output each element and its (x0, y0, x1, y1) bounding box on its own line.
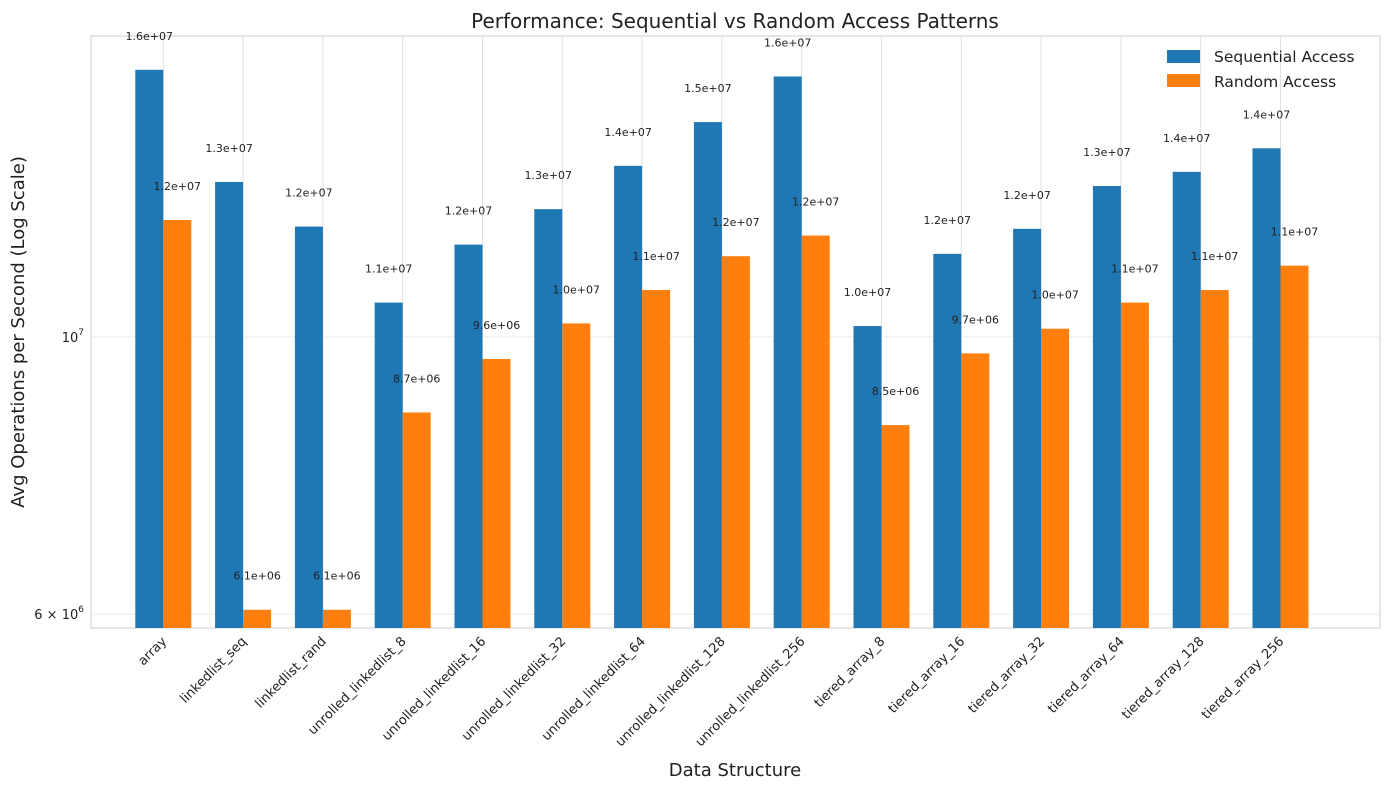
bar-sequential-array (135, 69, 164, 628)
chart-title: Performance: Sequential vs Random Access… (471, 9, 999, 33)
bar-random-unrolled_linkedlist_32 (562, 323, 591, 628)
x-tick-label: tiered_array_32 (965, 634, 1047, 716)
y-tick-labels: 6 × 106 107 (34, 328, 84, 623)
bar-sequential-tiered_array_128 (1172, 171, 1201, 628)
bar-random-linkedlist_seq (243, 609, 272, 628)
bar-value-label: 1.2e+07 (154, 180, 201, 193)
y-tick-label: 107 (62, 328, 84, 346)
bar-random-unrolled_linkedlist_128 (721, 256, 750, 628)
bar-value-label: 1.4e+07 (1163, 132, 1210, 145)
x-tick-label: tiered_array_64 (1045, 634, 1127, 716)
bar-random-tiered_array_64 (1120, 302, 1149, 628)
bar-sequential-unrolled_linkedlist_32 (534, 209, 563, 629)
bar-random-tiered_array_32 (1041, 328, 1070, 628)
bar-value-label: 1.5e+07 (684, 82, 731, 95)
bar-random-unrolled_linkedlist_64 (642, 290, 671, 628)
bar-value-label: 1.0e+07 (1031, 289, 1078, 302)
x-tick-label: tiered_array_256 (1199, 634, 1287, 722)
bar-value-label: 1.3e+07 (1083, 146, 1130, 159)
bar-value-label: 1.2e+07 (712, 216, 759, 229)
bar-value-label: 1.1e+07 (1191, 250, 1238, 263)
bar-sequential-tiered_array_32 (1013, 228, 1042, 628)
bar-value-labels: 1.6e+07 1.3e+07 1.2e+07 1.1e+07 1.2e+07 1.3e+… (126, 30, 1319, 583)
bar-value-label: 6.1e+06 (313, 570, 360, 583)
bar-value-label: 1.2e+07 (1003, 189, 1050, 202)
bar-value-label: 1.4e+07 (604, 126, 651, 139)
bar-value-label: 1.2e+07 (924, 214, 971, 227)
y-tick-exponent: 7 (78, 328, 84, 338)
bar-value-label: 1.6e+07 (764, 36, 811, 49)
bar-random-unrolled_linkedlist_16 (482, 358, 511, 628)
bar-sequential-tiered_array_64 (1092, 186, 1121, 628)
legend-label-sequential: Sequential Access (1214, 48, 1355, 66)
x-tick-label: tiered_array_16 (886, 634, 968, 716)
bar-value-label: 1.3e+07 (205, 142, 252, 155)
x-tick-label: tiered_array_8 (812, 634, 889, 711)
bar-sequential-tiered_array_8 (853, 326, 882, 628)
y-tick-label: 6 × 106 (34, 605, 84, 623)
y-tick-base: 10 (62, 331, 79, 346)
bar-sequential-unrolled_linkedlist_8 (374, 302, 403, 628)
bar-value-label: 8.7e+06 (393, 372, 440, 385)
x-tick-label: array (135, 634, 170, 669)
bar-value-label: 8.5e+06 (872, 385, 919, 398)
bar-value-label: 1.1e+07 (365, 263, 412, 276)
bar-sequential-linkedlist_seq (215, 181, 244, 629)
bar-value-label: 1.3e+07 (525, 169, 572, 182)
bar-random-tiered_array_8 (881, 425, 910, 628)
bar-random-tiered_array_16 (961, 353, 990, 628)
bar-sequential-unrolled_linkedlist_16 (454, 244, 483, 628)
bar-random-tiered_array_128 (1200, 290, 1229, 628)
bar-value-label: 9.6e+06 (473, 319, 520, 332)
bar-value-label: 1.1e+07 (1271, 226, 1318, 239)
y-tick-exponent: 6 (78, 605, 84, 615)
bar-sequential-unrolled_linkedlist_128 (693, 122, 722, 628)
y-axis-label: Avg Operations per Second (Log Scale) (8, 156, 29, 508)
bar-random-array (163, 219, 192, 628)
x-axis-label: Data Structure (669, 760, 801, 781)
bar-sequential-tiered_array_16 (933, 253, 962, 628)
x-tick-label: linkedlist_seq (178, 634, 250, 706)
bar-value-label: 1.2e+07 (445, 205, 492, 218)
bar-value-label: 1.6e+07 (126, 30, 173, 43)
bar-value-label: 1.0e+07 (844, 286, 891, 299)
x-tick-label: tiered_array_128 (1119, 634, 1207, 722)
bar-sequential-tiered_array_256 (1252, 148, 1281, 629)
x-tick-label: linkedlist_rand (253, 634, 330, 711)
bar-random-tiered_array_256 (1280, 265, 1309, 628)
bar-value-label: 9.7e+06 (952, 313, 999, 326)
bar-sequential-linkedlist_rand (294, 226, 323, 628)
legend-label-random: Random Access (1214, 73, 1336, 91)
bar-random-unrolled_linkedlist_256 (801, 235, 830, 629)
bar-value-label: 1.0e+07 (553, 283, 600, 296)
bars (135, 69, 1309, 629)
bar-value-label: 6.1e+06 (233, 570, 280, 583)
legend-swatch-sequential (1167, 50, 1200, 63)
legend-swatch-random (1167, 74, 1200, 87)
bar-value-label: 1.4e+07 (1243, 108, 1290, 121)
bar-sequential-unrolled_linkedlist_64 (614, 165, 643, 628)
bar-random-unrolled_linkedlist_8 (402, 412, 431, 628)
bar-value-label: 1.2e+07 (285, 187, 332, 200)
bar-value-label: 1.2e+07 (792, 196, 839, 209)
bar-sequential-unrolled_linkedlist_256 (773, 76, 802, 628)
bar-value-label: 1.1e+07 (632, 250, 679, 263)
bar-random-linkedlist_rand (322, 609, 351, 628)
y-tick-base: 6 × 10 (34, 608, 78, 623)
x-tick-labels: array linkedlist_seq linkedlist_randunroll… (135, 634, 1287, 750)
bar-value-label: 1.1e+07 (1111, 263, 1158, 276)
legend: Sequential Access Random Access (1167, 48, 1355, 91)
